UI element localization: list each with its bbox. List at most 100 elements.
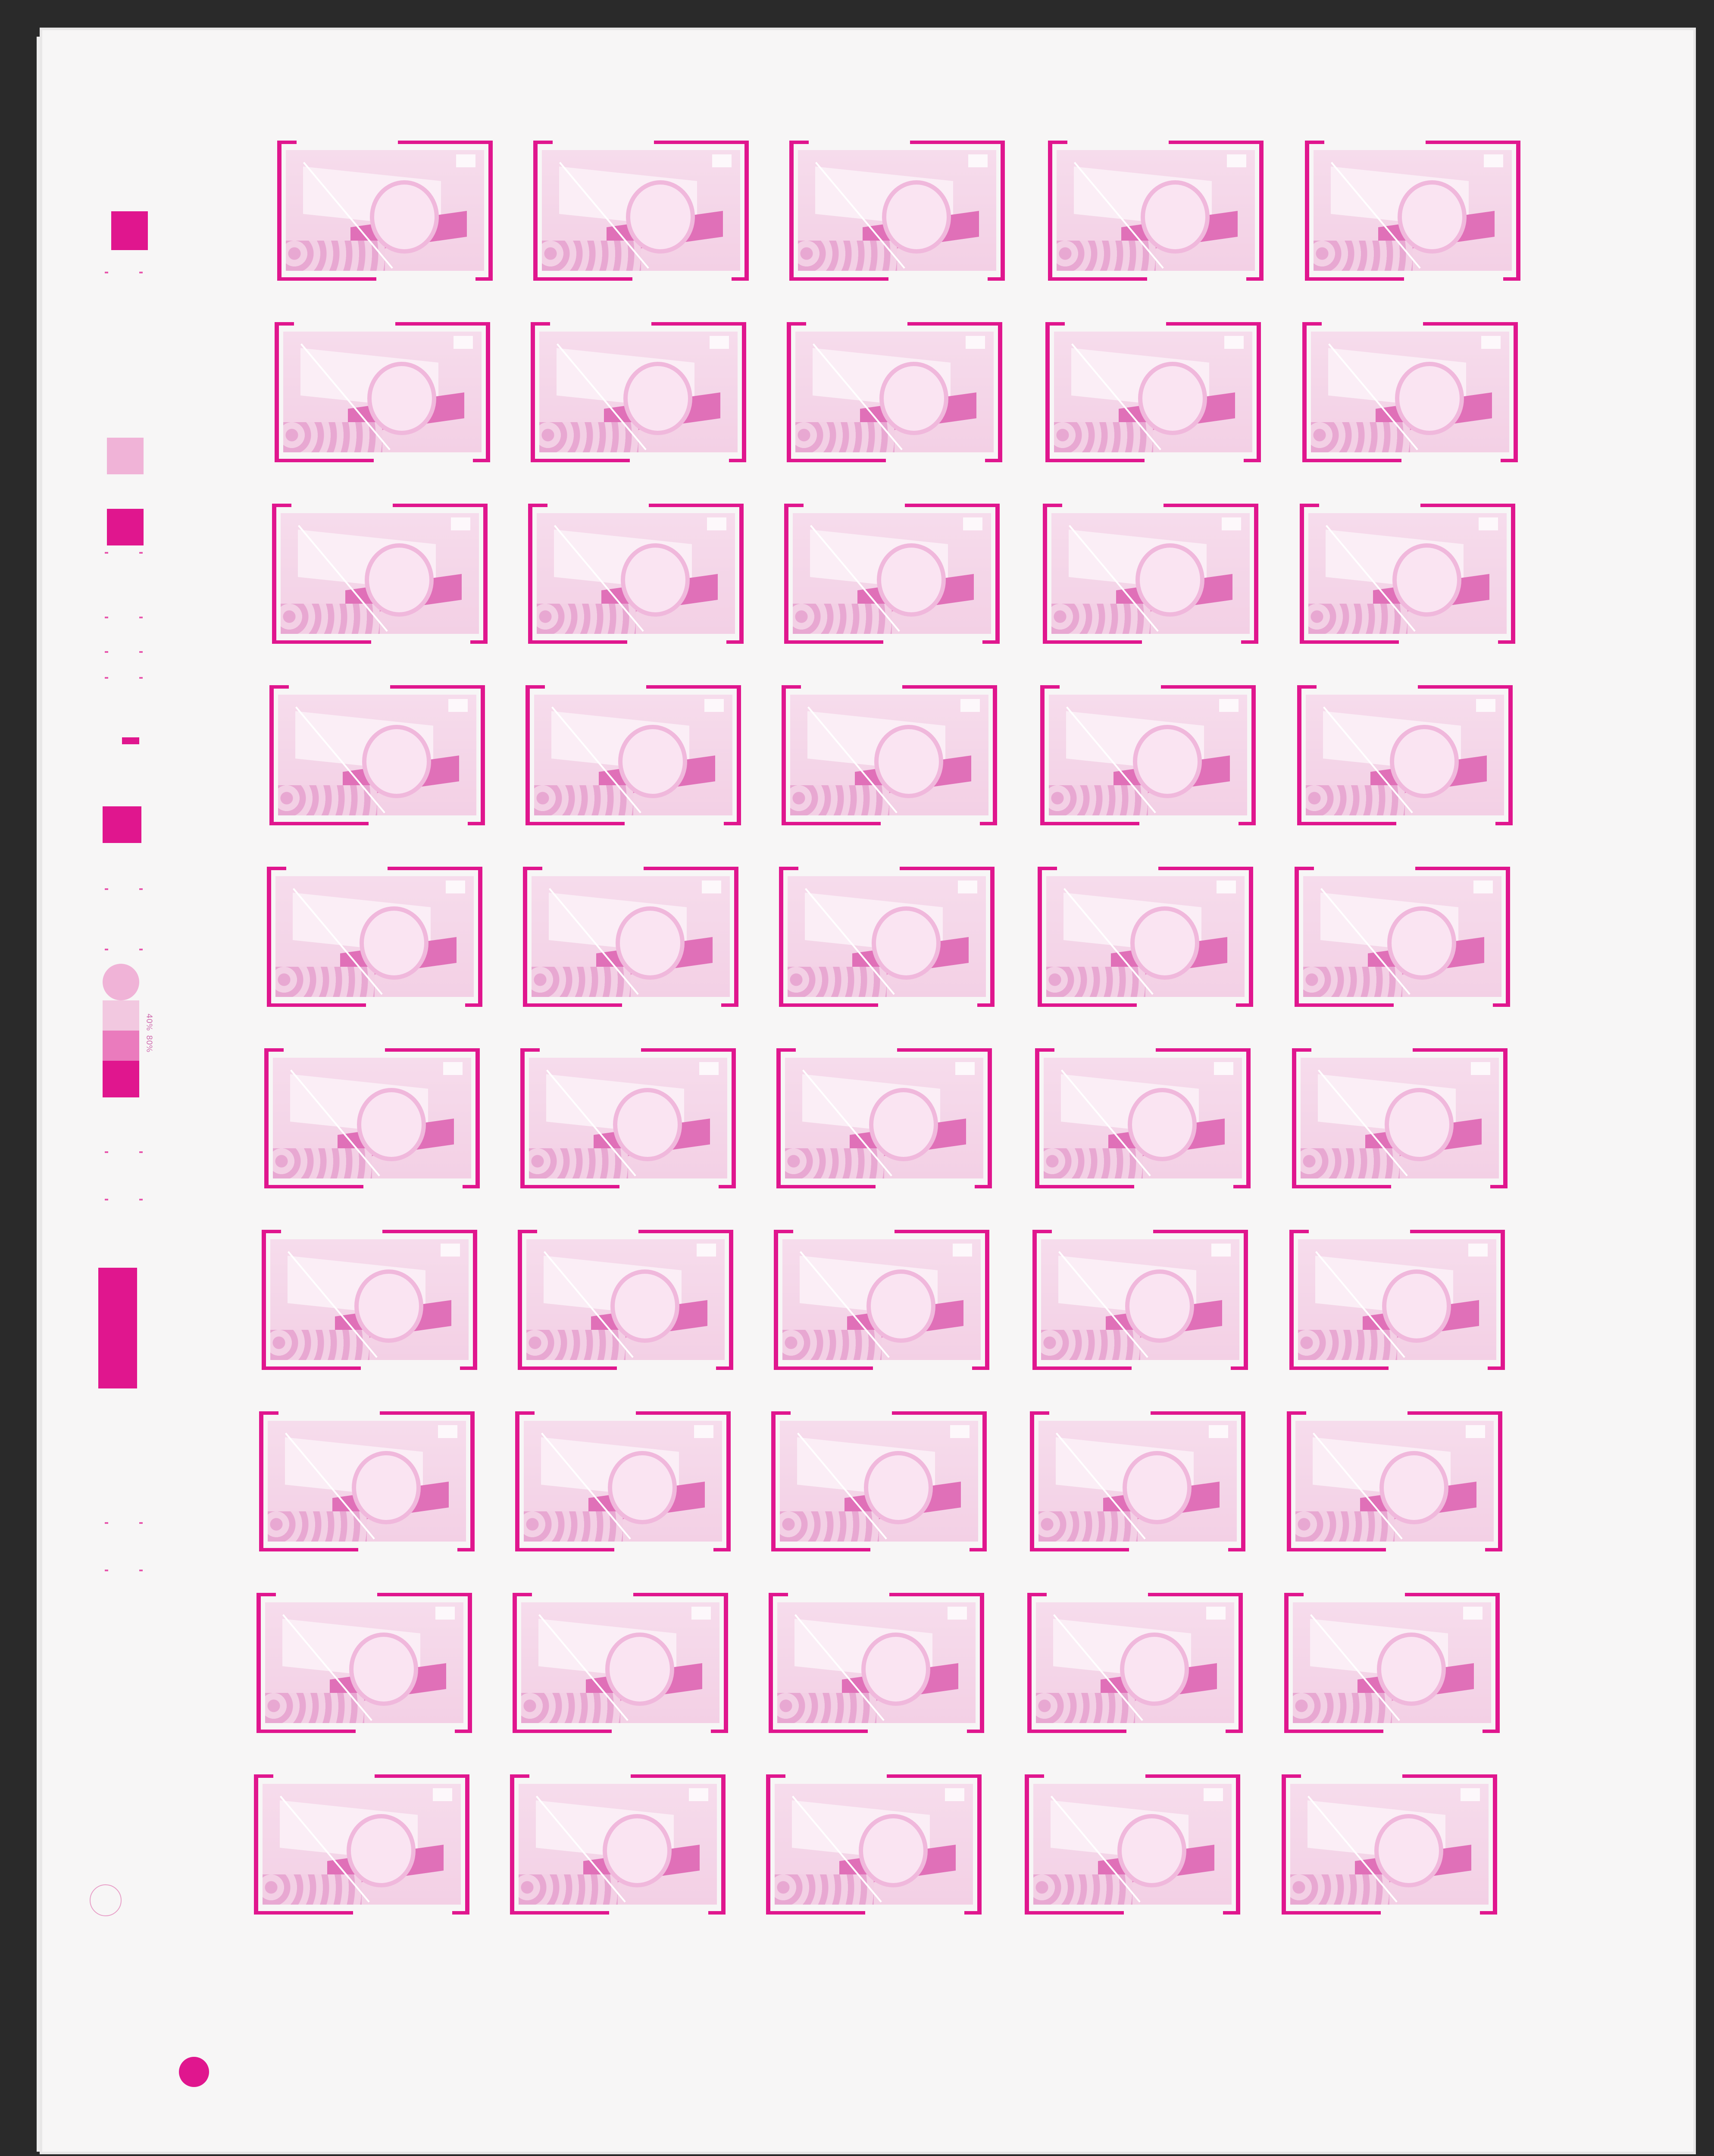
frame-mark	[895, 1230, 989, 1233]
frame-mark	[1045, 459, 1145, 462]
frame-mark	[1027, 1730, 1126, 1733]
stamp-image	[1054, 332, 1252, 452]
crowd	[1051, 604, 1151, 634]
frame-mark	[1025, 1774, 1029, 1915]
crowd	[534, 785, 633, 815]
stamp	[533, 141, 749, 281]
emblem-icon	[1125, 1269, 1194, 1343]
frame-mark	[1040, 685, 1045, 825]
crowd	[1314, 241, 1413, 271]
frame-mark	[523, 867, 527, 1007]
frame-mark	[1402, 1774, 1497, 1778]
value-box	[448, 699, 468, 712]
frame-mark	[518, 1230, 537, 1233]
frame-mark	[473, 1230, 477, 1370]
frame-mark	[734, 867, 738, 1007]
frame-mark	[726, 1411, 731, 1551]
frame-mark	[1488, 1366, 1505, 1370]
stamp	[513, 1593, 728, 1733]
value-box	[1214, 1062, 1233, 1075]
value-box	[948, 1607, 967, 1620]
frame-mark	[1287, 1411, 1306, 1415]
frame-mark	[1501, 459, 1518, 462]
stamp-image	[1044, 1058, 1242, 1178]
stamp-image	[775, 1784, 973, 1905]
frame-mark	[1001, 141, 1005, 281]
frame-mark	[478, 867, 482, 1007]
crowd	[1311, 422, 1410, 452]
register-tick	[139, 651, 143, 653]
crowd	[524, 1511, 623, 1542]
value-box	[704, 699, 724, 712]
frame-mark	[1287, 1411, 1291, 1551]
stamp-image	[1049, 695, 1247, 815]
value-box	[1471, 1062, 1490, 1075]
stamp	[523, 867, 738, 1007]
frame-mark	[1297, 822, 1396, 825]
stamp	[789, 141, 1005, 281]
frame-mark	[766, 1774, 785, 1778]
frame-mark	[395, 322, 490, 326]
value-box	[960, 699, 980, 712]
stamp	[267, 867, 482, 1007]
register-tick	[139, 272, 143, 273]
frame-mark	[523, 1003, 622, 1007]
frame-mark	[470, 1411, 475, 1551]
register-tick	[139, 1522, 143, 1524]
frame-mark	[272, 504, 291, 507]
frame-mark	[1045, 322, 1050, 462]
value-box	[694, 1425, 713, 1438]
frame-mark	[1295, 867, 1299, 1007]
frame-mark	[789, 141, 794, 281]
frame-mark	[646, 685, 741, 689]
frame-mark	[742, 322, 746, 462]
stamp-image	[263, 1784, 461, 1905]
frame-mark	[1045, 322, 1065, 326]
frame-mark	[1153, 1230, 1248, 1233]
frame-mark	[1297, 685, 1301, 825]
frame-mark	[275, 322, 279, 462]
crowd	[1295, 1511, 1395, 1542]
stamp	[1048, 141, 1264, 281]
stamp	[1289, 1230, 1505, 1370]
emblem-icon	[354, 1269, 423, 1343]
frame-mark	[1257, 322, 1261, 462]
emblem-icon	[616, 906, 685, 980]
stamp	[1284, 1593, 1500, 1733]
frame-mark	[1030, 1411, 1049, 1415]
stamp-image	[539, 332, 738, 452]
frame-mark	[716, 1366, 733, 1370]
frame-mark	[985, 459, 1002, 462]
emblem-icon	[1374, 1814, 1443, 1887]
frame-mark	[779, 867, 783, 1007]
stamp-image	[1290, 1784, 1489, 1905]
stamp	[520, 1048, 736, 1188]
frame-mark	[1223, 1911, 1240, 1915]
emblem-icon	[608, 1451, 677, 1524]
frame-mark	[254, 1774, 258, 1915]
frame-mark	[510, 1774, 514, 1915]
crowd	[1298, 1330, 1397, 1360]
frame-mark	[531, 322, 535, 462]
emblem-icon	[1382, 1269, 1451, 1343]
stamp	[776, 1048, 992, 1188]
stamp	[264, 1048, 480, 1188]
frame-mark	[533, 141, 538, 281]
stamp	[766, 1774, 982, 1915]
stamp	[515, 1411, 731, 1551]
register-tick	[105, 552, 108, 554]
frame-mark	[771, 1411, 791, 1415]
emblem-icon	[613, 1088, 682, 1161]
frame-mark	[1025, 1911, 1124, 1915]
stamp-image	[793, 513, 991, 634]
frame-mark	[486, 322, 490, 462]
stamp-image	[270, 1239, 469, 1360]
value-box	[441, 1244, 460, 1257]
frame-mark	[377, 1593, 472, 1596]
emblem-icon	[1130, 906, 1199, 980]
tint-label-40: 40%	[144, 1013, 154, 1031]
stamp-image	[281, 513, 479, 634]
frame-mark	[1426, 141, 1520, 144]
register-tick	[105, 1522, 108, 1524]
crowd	[1038, 1511, 1138, 1542]
